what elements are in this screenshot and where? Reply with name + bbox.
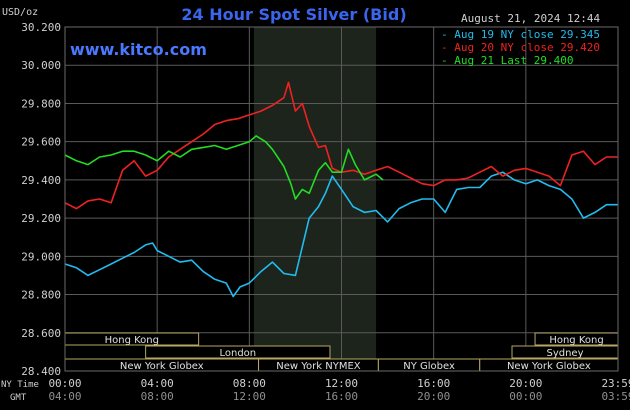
x-tick-label-ny: 16:00 bbox=[417, 377, 450, 390]
session-bar-label: NY Globex bbox=[403, 361, 455, 372]
x-tick-label-gmt: 08:00 bbox=[141, 390, 174, 403]
date-label: August 21, 2024 12:44 bbox=[461, 12, 600, 25]
x-row-label-ny: NY Time bbox=[1, 380, 39, 390]
y-tick-label: 28.400 bbox=[21, 365, 61, 378]
session-bar-label: New York NYMEX bbox=[276, 361, 361, 372]
legend-entry: - Aug 19 NY close 29.345 bbox=[441, 28, 600, 41]
y-tick-label: 30.000 bbox=[21, 59, 61, 72]
nymex-session-highlight bbox=[253, 27, 377, 371]
series-line bbox=[64, 81, 618, 210]
x-tick-label-gmt: 00:00 bbox=[509, 390, 542, 403]
plot-border bbox=[64, 26, 619, 372]
x-tick-label-gmt: 03:59 bbox=[601, 390, 630, 403]
session-bar-label: New York Globex bbox=[120, 361, 204, 372]
y-axis-label: USD/oz bbox=[2, 7, 38, 18]
x-tick-label-ny: 00:00 bbox=[48, 377, 81, 390]
session-bar-label: Hong Kong bbox=[105, 335, 159, 346]
series-line bbox=[64, 171, 618, 298]
y-tick-label: 28.800 bbox=[21, 289, 61, 302]
series-lines bbox=[64, 81, 618, 298]
y-tick-label: 30.200 bbox=[21, 21, 61, 34]
legend-entry: - Aug 21 Last 29.400 bbox=[441, 54, 573, 67]
series-line bbox=[64, 135, 384, 200]
x-tick-labels: 00:0004:0004:0008:0008:0012:0012:0016:00… bbox=[48, 377, 630, 403]
x-tick-label-gmt: 04:00 bbox=[48, 390, 81, 403]
x-tick-label-ny: 12:00 bbox=[325, 377, 358, 390]
y-tick-label: 29.600 bbox=[21, 136, 61, 149]
y-tick-label: 28.600 bbox=[21, 327, 61, 340]
session-bar bbox=[145, 345, 331, 359]
x-tick-label-gmt: 16:00 bbox=[325, 390, 358, 403]
y-tick-label: 29.000 bbox=[21, 250, 61, 263]
y-tick-label: 29.800 bbox=[21, 97, 61, 110]
x-tick-label-ny: 20:00 bbox=[509, 377, 542, 390]
session-bar-label: Sydney bbox=[546, 348, 583, 359]
x-tick-label-ny: 23:59 bbox=[601, 377, 630, 390]
chart-title: 24 Hour Spot Silver (Bid) bbox=[181, 5, 406, 24]
session-bar-label: New York Globex bbox=[507, 361, 591, 372]
session-bar-label: Hong Kong bbox=[549, 335, 603, 346]
legend: - Aug 19 NY close 29.345- Aug 20 NY clos… bbox=[441, 28, 600, 67]
x-row-label-gmt: GMT bbox=[10, 393, 27, 403]
legend-entry: - Aug 20 NY close 29.420 bbox=[441, 41, 600, 54]
x-tick-label-ny: 08:00 bbox=[233, 377, 266, 390]
y-tick-label: 29.400 bbox=[21, 174, 61, 187]
session-bar-label: London bbox=[219, 348, 256, 359]
x-tick-label-gmt: 12:00 bbox=[233, 390, 266, 403]
y-tick-label: 29.200 bbox=[21, 212, 61, 225]
session-bars: Hong Kong London New York Globex New York N… bbox=[64, 332, 619, 372]
x-tick-label-gmt: 20:00 bbox=[417, 390, 450, 403]
x-tick-label-ny: 04:00 bbox=[141, 377, 174, 390]
watermark: www.kitco.com bbox=[70, 40, 207, 59]
y-tick-labels: 28.400 28.600 28.800 29.000 29.200 29.400 29.6… bbox=[21, 21, 61, 378]
